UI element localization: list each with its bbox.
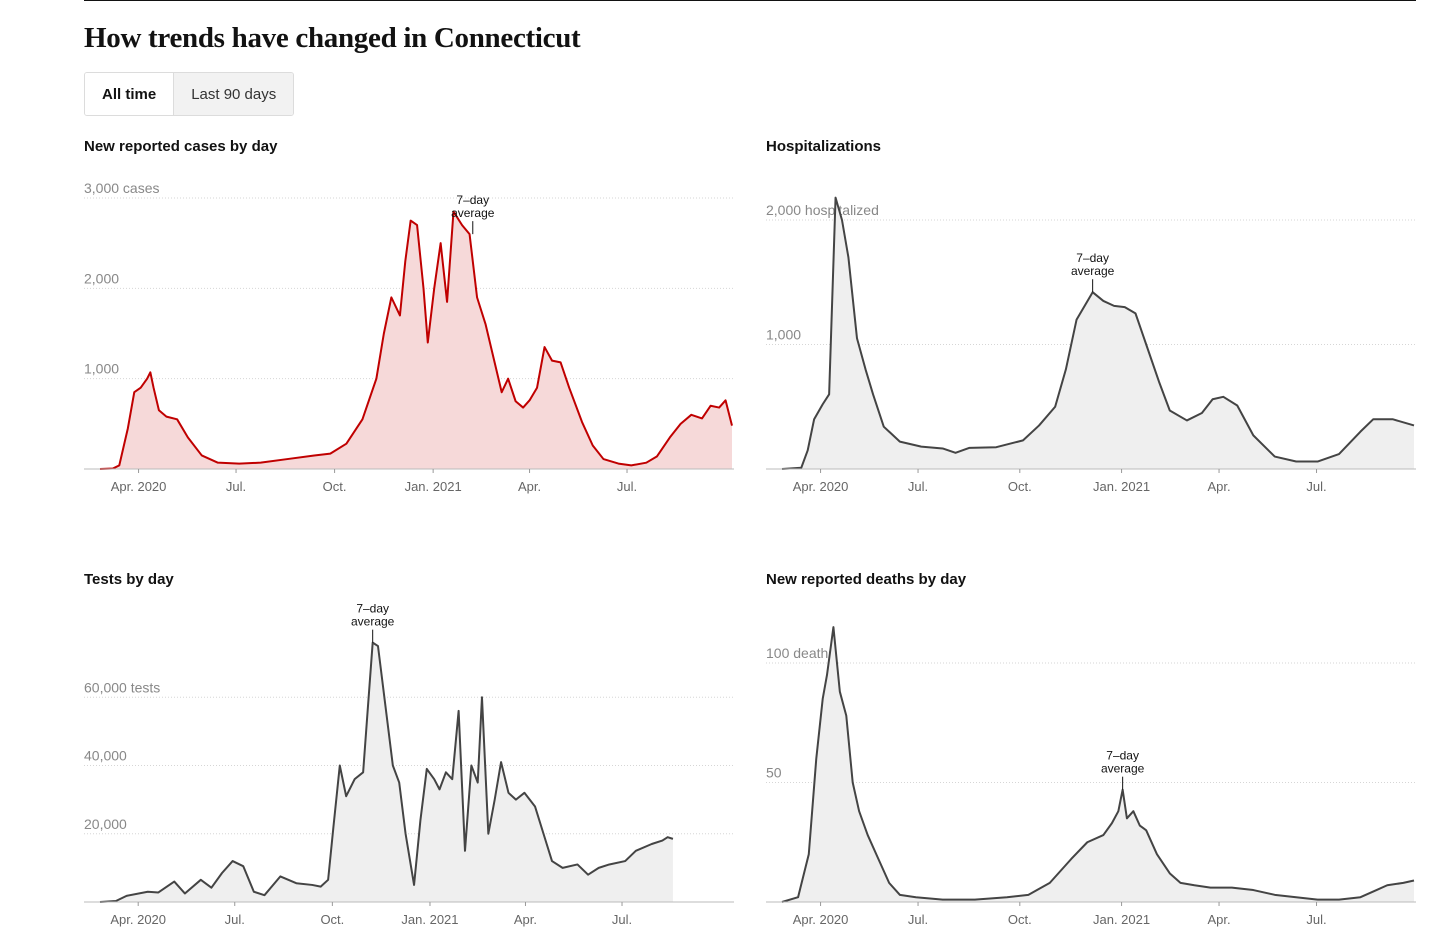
tests-chart: 20,000 40,000 60,000 tests Apr. 2020 Jul. Oct… bbox=[84, 602, 734, 927]
x-tick-label: Apr. bbox=[1207, 479, 1230, 494]
tests-chart-panel: Tests by day 20,000 40,000 60,000 tests Apr… bbox=[84, 571, 734, 927]
seven-day-average-annotation: 7–day average bbox=[1071, 251, 1115, 278]
series-line bbox=[781, 626, 1415, 903]
last-90-days-button[interactable]: Last 90 days bbox=[173, 73, 294, 115]
x-tick-label: Jul. bbox=[1306, 479, 1326, 494]
series-line bbox=[99, 641, 674, 903]
x-tick-label: Jul. bbox=[908, 912, 928, 927]
x-tick-label: Jul. bbox=[225, 912, 245, 927]
x-tick-label: Apr. 2020 bbox=[111, 479, 167, 494]
deaths-chart-panel: New reported deaths by day 50 100 deaths A… bbox=[766, 571, 1416, 927]
top-rule bbox=[84, 0, 1416, 1]
series-line bbox=[99, 210, 733, 470]
area-fill bbox=[782, 627, 1414, 902]
y-tick-label: 60,000 tests bbox=[84, 679, 160, 695]
seven-day-average-annotation: 7–day average bbox=[351, 602, 395, 629]
area-fill bbox=[782, 197, 1414, 469]
deaths-chart-title: New reported deaths by day bbox=[766, 571, 967, 588]
y-tick-label: 100 deaths bbox=[766, 645, 835, 661]
x-tick-label: Apr. 2020 bbox=[793, 912, 849, 927]
x-tick-label: Jan. 2021 bbox=[401, 912, 458, 927]
x-tick-label: Jul. bbox=[612, 912, 632, 927]
x-tick-label: Jan. 2021 bbox=[1093, 479, 1150, 494]
hospitalizations-chart-panel: Hospitalizations 1,000 2,000 hospitalized… bbox=[766, 138, 1416, 494]
deaths-chart: 50 100 deaths Apr. 2020 Jul. Oct. Jan. 2021 Ap… bbox=[766, 626, 1416, 927]
y-tick-label: 2,000 hospitalized bbox=[766, 202, 879, 218]
x-tick-label: Oct. bbox=[1008, 479, 1032, 494]
series-line bbox=[781, 196, 1415, 470]
x-tick-label: Oct. bbox=[1008, 912, 1032, 927]
area-fill bbox=[100, 642, 673, 902]
seven-day-average-annotation: 7–day average bbox=[451, 193, 495, 220]
x-tick-label: Apr. 2020 bbox=[793, 479, 849, 494]
hospitalizations-chart: 1,000 2,000 hospitalized Apr. 2020 Jul. Oct.… bbox=[766, 196, 1416, 494]
x-tick-label: Jul. bbox=[617, 479, 637, 494]
y-tick-label: 40,000 bbox=[84, 748, 127, 764]
x-tick-label: Apr. bbox=[514, 912, 537, 927]
x-tick-label: Apr. bbox=[518, 479, 541, 494]
y-tick-label: 50 bbox=[766, 765, 782, 781]
hospitalizations-chart-title: Hospitalizations bbox=[766, 138, 882, 155]
x-tick-label: Apr. 2020 bbox=[110, 912, 166, 927]
time-range-toggle[interactable]: All time Last 90 days bbox=[84, 72, 295, 116]
x-tick-label: Jan. 2021 bbox=[1093, 912, 1150, 927]
cases-chart: 1,000 2,000 3,000 cases Apr. 2020 Jul. Oct. Ja… bbox=[84, 180, 734, 494]
y-tick-label: 20,000 bbox=[84, 816, 127, 832]
y-tick-label: 2,000 bbox=[84, 270, 119, 286]
seven-day-average-annotation: 7–day average bbox=[1101, 749, 1145, 776]
x-tick-label: Jul. bbox=[1306, 912, 1326, 927]
tests-chart-title: Tests by day bbox=[84, 571, 174, 588]
y-tick-label: 1,000 bbox=[84, 361, 119, 377]
x-tick-label: Oct. bbox=[323, 479, 347, 494]
x-tick-label: Jul. bbox=[226, 479, 246, 494]
x-tick-label: Oct. bbox=[320, 912, 344, 927]
cases-chart-title: New reported cases by day bbox=[84, 138, 278, 155]
area-fill bbox=[100, 211, 732, 470]
x-tick-label: Jul. bbox=[908, 479, 928, 494]
x-tick-label: Jan. 2021 bbox=[405, 479, 462, 494]
y-tick-label: 1,000 bbox=[766, 327, 801, 343]
all-time-button[interactable]: All time bbox=[85, 73, 174, 115]
y-tick-label: 3,000 cases bbox=[84, 180, 160, 196]
cases-chart-panel: New reported cases by day 1,000 2,000 3,00… bbox=[84, 138, 734, 494]
page-title: How trends have changed in Connecticut bbox=[84, 22, 581, 54]
x-tick-label: Apr. bbox=[1207, 912, 1230, 927]
